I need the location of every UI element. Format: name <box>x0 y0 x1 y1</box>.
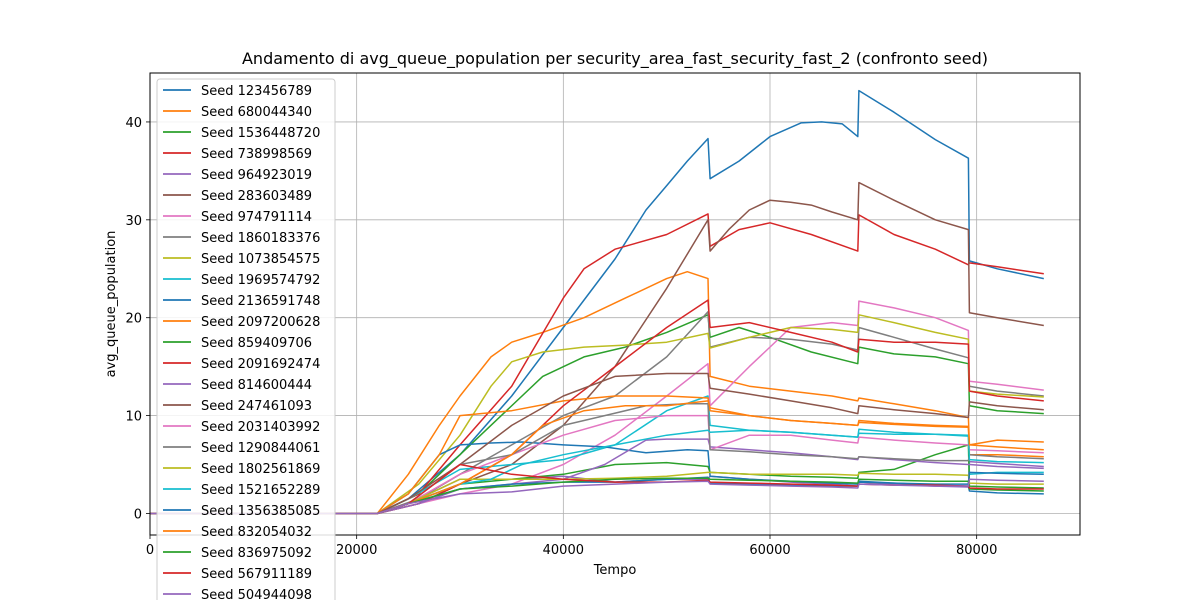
series-line-22 <box>150 477 1044 515</box>
axis-ticks: 0 20000 40000 60000 80000 0 10 20 30 40 <box>125 116 997 558</box>
legend-entry: Seed 504944098 <box>201 588 312 600</box>
legend: Seed 123456789 Seed 680044340 Seed 1536448… <box>156 78 336 600</box>
legend-entry: Seed 1536448720 <box>201 126 320 141</box>
legend-entry: Seed 2031403992 <box>201 420 320 435</box>
y-tick-label: 20 <box>125 312 142 327</box>
y-tick-label: 0 <box>134 507 142 522</box>
series-line-17 <box>150 403 1044 515</box>
legend-entry: Seed 1969574792 <box>201 273 320 288</box>
series-line-2 <box>150 314 1044 515</box>
legend-entry: Seed 1521652289 <box>201 483 320 498</box>
x-axis-label: Tempo <box>593 563 637 578</box>
legend-entry: Seed 836975092 <box>201 546 312 561</box>
series-line-19 <box>150 429 1044 515</box>
legend-entry: Seed 1802561869 <box>201 462 320 477</box>
x-tick-label: 40000 <box>543 543 584 558</box>
x-tick-label: 20000 <box>336 543 377 558</box>
series-line-5 <box>150 181 1044 515</box>
legend-entry: Seed 1073854575 <box>201 252 320 267</box>
series-line-1 <box>150 270 1044 515</box>
series-lines <box>150 89 1044 515</box>
series-line-15 <box>150 372 1044 515</box>
x-tick-label: 80000 <box>956 543 997 558</box>
legend-box <box>156 78 336 600</box>
legend-entry: Seed 247461093 <box>201 399 312 414</box>
legend-entry: Seed 1290844061 <box>201 441 320 456</box>
y-axis-label: avg_queue_population <box>104 231 119 378</box>
legend-entry: Seed 738998569 <box>201 147 312 162</box>
legend-entry: Seed 567911189 <box>201 567 312 582</box>
legend-entry: Seed 123456789 <box>201 84 312 99</box>
legend-entry: Seed 283603489 <box>201 189 312 204</box>
legend-entry: Seed 680044340 <box>201 105 312 120</box>
y-tick-label: 10 <box>125 410 142 425</box>
legend-entry: Seed 859409706 <box>201 336 312 351</box>
legend-entry: Seed 974791114 <box>201 210 312 225</box>
legend-entry: Seed 814600444 <box>201 378 312 393</box>
series-line-8 <box>150 314 1044 515</box>
y-tick-label: 40 <box>125 116 142 131</box>
legend-entry: Seed 2097200628 <box>201 315 320 330</box>
chart-title: Andamento di avg_queue_population per se… <box>242 49 988 69</box>
x-tick-label: 60000 <box>749 543 790 558</box>
legend-entry: Seed 2136591748 <box>201 294 320 309</box>
series-line-6 <box>150 300 1044 515</box>
legend-entry: Seed 2091692474 <box>201 357 320 372</box>
legend-entry: Seed 964923019 <box>201 168 312 183</box>
legend-entry: Seed 832054032 <box>201 525 312 540</box>
y-tick-label: 30 <box>125 214 142 229</box>
series-line-18 <box>150 471 1044 515</box>
legend-entry: Seed 1860183376 <box>201 231 320 246</box>
plot-area-frame <box>149 72 1081 536</box>
series-line-3 <box>150 213 1044 515</box>
series-line-0 <box>150 89 1044 515</box>
legend-entry: Seed 1356385085 <box>201 504 320 519</box>
series-line-11 <box>150 395 1044 515</box>
x-tick-label: 0 <box>146 543 154 558</box>
series-line-24 <box>150 478 1044 515</box>
